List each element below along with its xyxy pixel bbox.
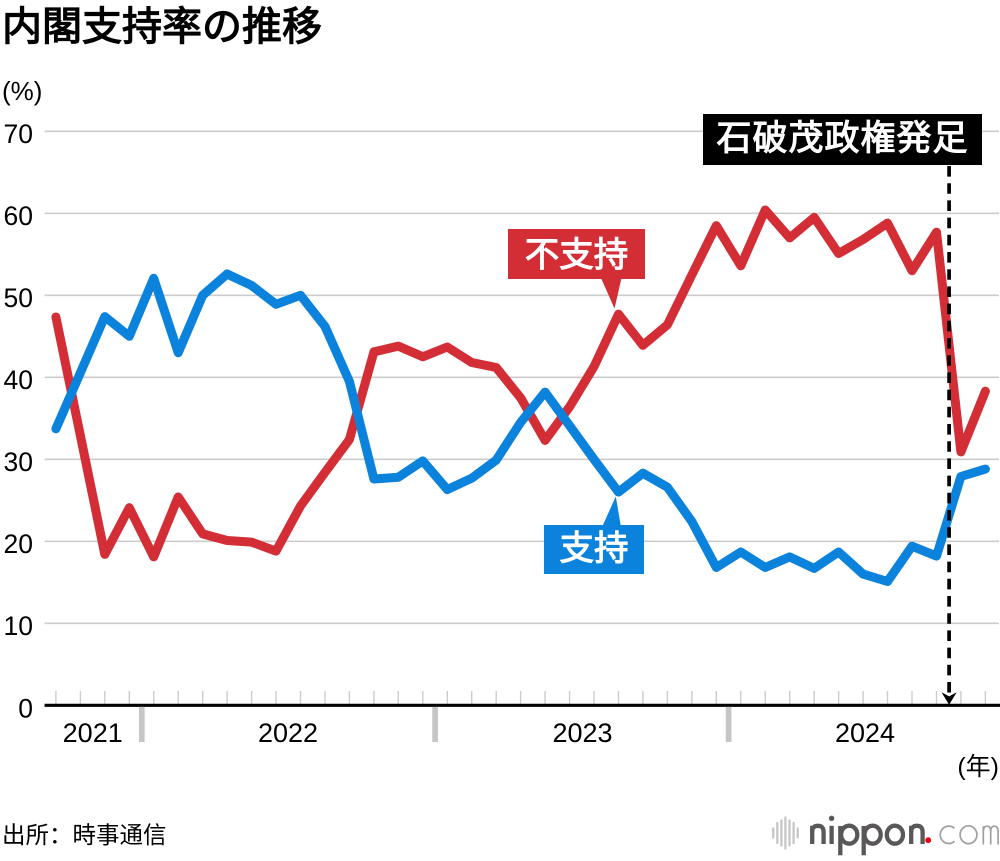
svg-text:2022: 2022 xyxy=(258,718,318,748)
svg-text:30: 30 xyxy=(4,447,33,477)
svg-text:(%): (%) xyxy=(2,76,42,106)
svg-text:内閣支持率の推移: 内閣支持率の推移 xyxy=(2,5,322,49)
svg-text:2023: 2023 xyxy=(552,718,612,748)
svg-text:70: 70 xyxy=(4,119,33,149)
svg-text:不支持: 不支持 xyxy=(525,237,629,275)
svg-text:2021: 2021 xyxy=(63,718,123,748)
svg-text:(年): (年) xyxy=(957,753,999,781)
svg-text:0: 0 xyxy=(18,694,33,724)
svg-text:60: 60 xyxy=(4,201,33,231)
svg-text:20: 20 xyxy=(4,529,33,559)
svg-text:支持: 支持 xyxy=(560,530,629,568)
svg-text:石破茂政権発足: 石破茂政権発足 xyxy=(716,119,968,158)
svg-text:10: 10 xyxy=(4,611,33,641)
svg-text:50: 50 xyxy=(4,283,33,313)
svg-text:2024: 2024 xyxy=(835,718,895,748)
svg-text:40: 40 xyxy=(4,365,33,395)
svg-text:出所：時事通信: 出所：時事通信 xyxy=(2,822,167,848)
